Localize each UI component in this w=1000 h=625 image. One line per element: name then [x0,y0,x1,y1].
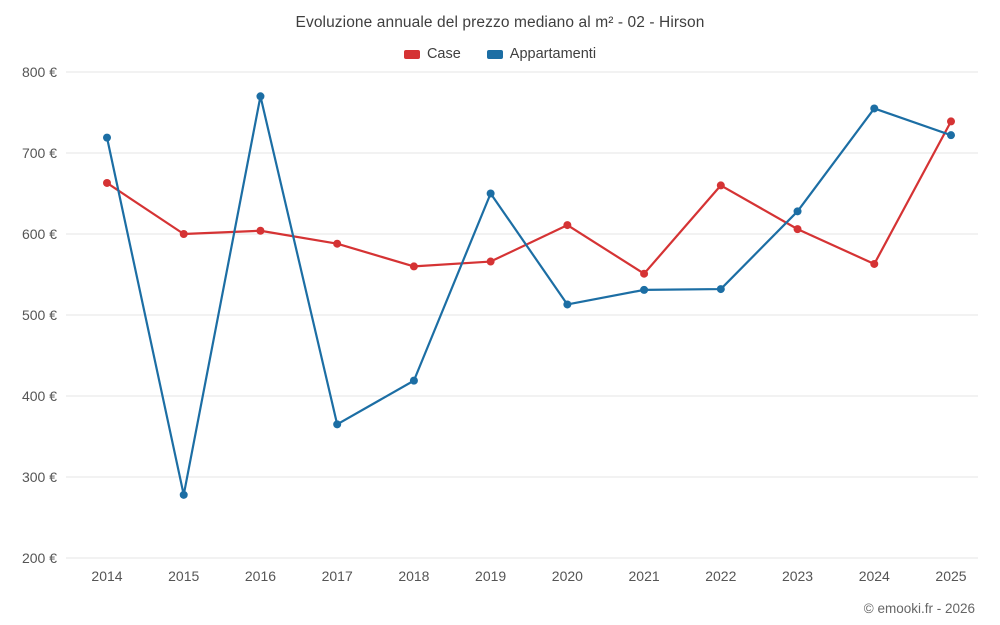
x-tick-label: 2025 [935,568,966,584]
legend-label-appartamenti: Appartamenti [509,46,597,62]
data-point-appartamenti[interactable] [716,285,725,294]
chart-title: Evoluzione annuale del prezzo mediano al… [295,14,705,31]
data-point-case[interactable] [486,257,495,266]
x-tick-label: 2024 [859,568,890,584]
legend-item-appartamenti[interactable]: Appartamenti [486,46,597,62]
x-tick-label: 2021 [629,568,660,584]
x-tick-label: 2022 [705,568,736,584]
legend-label-case: Case [426,46,461,62]
y-tick-label: 600 € [22,226,57,242]
y-tick-label: 800 € [22,64,57,80]
series-line-appartamenti [105,95,953,496]
data-point-case[interactable] [640,269,649,278]
series-line-case [105,120,953,275]
x-tick-label: 2020 [552,568,583,584]
legend-swatch-appartamenti [486,49,503,59]
data-point-appartamenti[interactable] [640,285,649,294]
data-point-appartamenti[interactable] [333,420,342,429]
data-point-case[interactable] [563,221,572,230]
data-point-case[interactable] [870,259,879,268]
y-tick-label: 500 € [22,307,57,323]
chart-legend: Case Appartamenti [0,46,1000,62]
data-point-appartamenti[interactable] [563,300,572,309]
x-tick-label: 2023 [782,568,813,584]
y-tick-label: 400 € [22,388,57,404]
data-point-case[interactable] [793,225,802,234]
data-point-case[interactable] [409,262,418,271]
x-tick-label: 2017 [322,568,353,584]
data-point-appartamenti[interactable] [256,92,265,101]
data-point-case[interactable] [179,230,188,238]
legend-swatch-case [403,49,420,59]
y-tick-label: 700 € [22,145,57,161]
y-tick-label: 300 € [22,469,57,485]
data-point-case[interactable] [103,178,111,187]
data-point-appartamenti[interactable] [486,189,495,198]
x-tick-label: 2016 [245,568,276,584]
data-point-appartamenti[interactable] [409,376,418,385]
x-tick-label: 2014 [91,568,122,584]
data-point-case[interactable] [333,239,342,248]
data-point-case[interactable] [256,226,265,235]
data-point-case[interactable] [947,117,955,126]
x-tick-label: 2018 [398,568,429,584]
copyright: © emooki.fr - 2026 [863,601,975,616]
data-point-appartamenti[interactable] [103,133,111,142]
x-tick-label: 2019 [475,568,506,584]
legend-item-case[interactable]: Case [403,46,461,62]
data-point-case[interactable] [716,181,725,190]
data-point-appartamenti[interactable] [947,131,955,140]
data-point-appartamenti[interactable] [179,490,188,499]
data-point-appartamenti[interactable] [870,104,879,113]
y-tick-label: 200 € [22,550,57,566]
x-tick-label: 2015 [168,568,199,584]
data-point-appartamenti[interactable] [793,207,802,216]
